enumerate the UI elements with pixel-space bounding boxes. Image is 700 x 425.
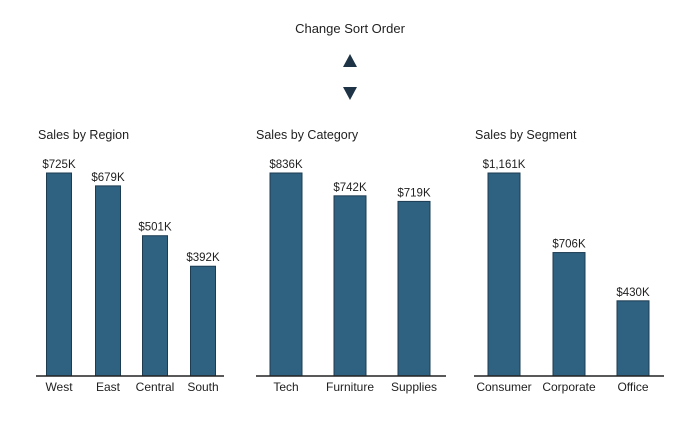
sort-ascending-button[interactable]	[340, 51, 360, 71]
bar-tech	[269, 172, 303, 377]
sales-by-region-title: Sales by Region	[38, 128, 129, 142]
tick-label-east: East	[96, 380, 121, 394]
sort-descending-button[interactable]	[340, 83, 360, 103]
tick-label-tech: Tech	[273, 380, 298, 394]
tick-label-central: Central	[136, 380, 175, 394]
tick-label-furniture: Furniture	[326, 380, 374, 394]
data-label-east: $679K	[91, 172, 125, 184]
tick-label-supplies: Supplies	[391, 380, 437, 394]
sales-by-segment-title: Sales by Segment	[475, 128, 577, 142]
bar-east	[95, 185, 121, 377]
tick-label-west: West	[45, 380, 73, 394]
bar-corporate	[552, 252, 586, 377]
tick-label-office: Office	[617, 380, 648, 394]
tick-label-corporate: Corporate	[542, 380, 596, 394]
bar-south	[190, 265, 216, 377]
bar-supplies	[397, 200, 431, 377]
sort-order-title: Change Sort Order	[295, 21, 405, 36]
bar-central	[142, 235, 168, 377]
bar-west	[46, 172, 72, 377]
tick-label-consumer: Consumer	[476, 380, 531, 394]
data-label-consumer: $1,161K	[483, 159, 526, 171]
data-label-south: $392K	[186, 252, 220, 264]
sales-by-category-title: Sales by Category	[256, 128, 359, 142]
data-label-supplies: $719K	[397, 187, 431, 199]
data-label-office: $430K	[616, 287, 650, 299]
triangle-up-icon	[343, 54, 357, 67]
data-label-tech: $836K	[269, 159, 303, 171]
bar-office	[616, 300, 650, 377]
triangle-down-icon	[343, 87, 357, 100]
data-label-corporate: $706K	[552, 239, 586, 251]
data-label-central: $501K	[138, 222, 172, 234]
bar-furniture	[333, 195, 367, 377]
bar-consumer	[487, 172, 521, 377]
tick-label-south: South	[187, 380, 218, 394]
data-label-west: $725K	[42, 159, 76, 171]
data-label-furniture: $742K	[333, 182, 367, 194]
